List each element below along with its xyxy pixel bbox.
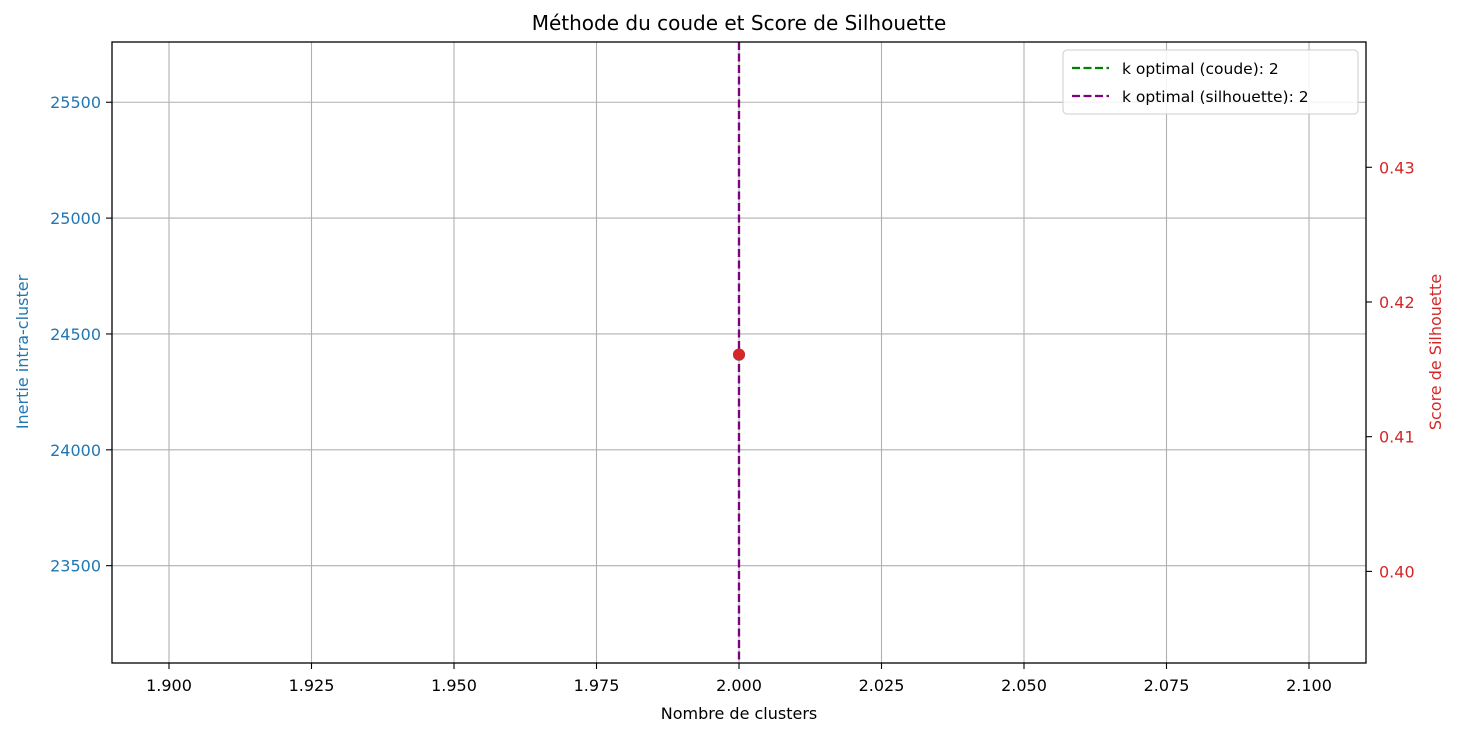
y-left-tick-label: 24500 (50, 325, 101, 344)
x-axis-ticks: 1.900 1.925 1.950 1.975 2.000 2.025 2.050 2.075… (146, 663, 1332, 695)
y-right-tick-label: 0.42 (1379, 293, 1415, 312)
y-right-axis-ticks: 0.40 0.41 0.42 0.43 (1366, 158, 1415, 581)
legend-entry-1: k optimal (coude): 2 (1122, 60, 1279, 78)
x-tick-label: 2.025 (859, 676, 905, 695)
y-left-axis-ticks: 23500 24000 24500 25000 25500 (50, 93, 112, 576)
x-tick-label: 2.000 (716, 676, 762, 695)
y-left-axis-label: Inertie intra-cluster (13, 274, 32, 429)
y-right-tick-label: 0.41 (1379, 428, 1415, 447)
y-left-tick-label: 25000 (50, 209, 101, 228)
legend-box (1062, 49, 1359, 115)
x-tick-label: 1.975 (574, 676, 620, 695)
y-left-tick-label: 24000 (50, 441, 101, 460)
x-tick-label: 1.900 (146, 676, 192, 695)
y-right-tick-label: 0.40 (1379, 562, 1415, 581)
x-tick-label: 2.100 (1286, 676, 1332, 695)
y-right-axis-label: Score de Silhouette (1426, 274, 1445, 430)
x-tick-label: 1.925 (289, 676, 335, 695)
data-point-series-2 (733, 348, 745, 361)
x-axis-label: Nombre de clusters (661, 704, 818, 723)
chart-title: Méthode du coude et Score de Silhouette (532, 11, 947, 35)
x-tick-label: 1.950 (431, 676, 477, 695)
y-left-tick-label: 25500 (50, 93, 101, 112)
y-right-tick-label: 0.43 (1379, 158, 1415, 177)
y-left-tick-label: 23500 (50, 557, 101, 576)
x-tick-label: 2.050 (1001, 676, 1047, 695)
x-tick-label: 2.075 (1144, 676, 1190, 695)
legend-entry-2: k optimal (silhouette): 2 (1122, 88, 1309, 106)
data-marks (733, 348, 745, 361)
legend: k optimal (coude): 2 k optimal (silhouett… (1062, 49, 1359, 115)
